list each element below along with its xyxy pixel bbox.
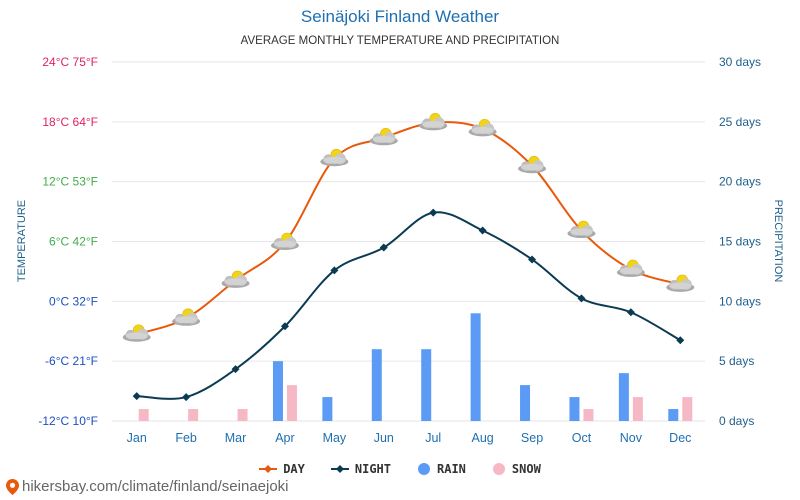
left-tick-label: 12°C 53°F — [42, 175, 98, 189]
rain-bar — [322, 397, 333, 421]
night-point — [676, 336, 685, 345]
watermark-text: hikersbay.com/climate/finland/seinaejoki — [22, 478, 289, 495]
night-point — [577, 294, 586, 303]
left-tick-label: -12°C 10°F — [38, 414, 98, 428]
rain-bar — [470, 313, 481, 421]
legend-snow-symbol — [492, 463, 505, 475]
x-tick-label: Nov — [620, 431, 643, 445]
x-tick-label: Sep — [521, 431, 543, 445]
night-point — [379, 243, 388, 252]
night-point — [330, 266, 339, 275]
legend-item-rain[interactable]: RAIN — [417, 462, 466, 476]
legend-night-symbol — [330, 465, 349, 473]
rain-bar — [272, 361, 283, 421]
partly-cloudy-icon — [567, 220, 596, 239]
x-tick-label: Oct — [572, 431, 592, 445]
snow-bar — [583, 409, 594, 421]
partly-cloudy-icon — [468, 119, 497, 137]
left-tick-label: 24°C 75°F — [42, 55, 98, 69]
partly-cloudy-icon — [616, 259, 645, 277]
rain-bar — [668, 409, 679, 421]
chart-title: Seinäjoki Finland Weather — [300, 7, 500, 26]
legend-item-snow[interactable]: SNOW — [492, 462, 541, 476]
legend-day-symbol — [259, 465, 278, 473]
right-tick-label: 15 days — [719, 235, 761, 249]
night-point — [626, 308, 635, 317]
right-tick-label: 30 days — [719, 55, 761, 69]
legend-night-label: NIGHT — [354, 462, 391, 476]
x-tick-label: Jun — [374, 431, 394, 445]
left-tick-label: 6°C 42°F — [49, 235, 98, 249]
partly-cloudy-icon — [419, 113, 448, 131]
right-axis-title: PRECIPITATION — [772, 200, 784, 283]
chart-subtitle: AVERAGE MONTHLY TEMPERATURE AND PRECIPIT… — [240, 35, 560, 47]
rain-bar — [421, 349, 432, 421]
right-tick-label: 20 days — [719, 175, 761, 189]
x-tick-label: Mar — [225, 431, 247, 445]
legend-rain-label: RAIN — [437, 462, 466, 476]
snow-bar — [632, 397, 643, 421]
x-tick-label: Jan — [127, 431, 147, 445]
rain-bar — [618, 373, 629, 421]
night-point — [132, 392, 141, 401]
night-point — [280, 322, 289, 331]
x-tick-label: Dec — [669, 431, 691, 445]
partly-cloudy-icon — [518, 155, 547, 174]
rain-bar — [569, 397, 580, 421]
partly-cloudy-icon — [172, 308, 201, 326]
snow-bar — [682, 397, 693, 421]
rain-bar — [520, 385, 531, 421]
legend-rain-symbol — [418, 463, 430, 475]
map-pin-icon — [6, 478, 19, 495]
left-tick-label: 0°C 32°F — [49, 294, 98, 308]
x-tick-label: Feb — [175, 431, 197, 445]
left-axis-title: TEMPERATURE — [16, 200, 28, 282]
snow-bar — [188, 409, 199, 421]
left-tick-label: -6°C 21°F — [45, 354, 98, 368]
night-point — [478, 226, 487, 235]
right-tick-label: 25 days — [719, 115, 761, 129]
rain-bar — [371, 349, 382, 421]
night-line — [136, 211, 681, 400]
snow-bar — [286, 385, 297, 421]
left-tick-label: 18°C 64°F — [42, 115, 98, 129]
partly-cloudy-icon — [320, 148, 349, 167]
right-tick-label: 10 days — [719, 294, 761, 308]
legend-day-label: DAY — [283, 462, 305, 476]
night-point — [231, 365, 240, 374]
night-point — [429, 208, 438, 217]
x-tick-label: Aug — [472, 431, 494, 445]
partly-cloudy-icon — [666, 274, 695, 292]
partly-cloudy-icon — [369, 127, 398, 146]
legend-item-day[interactable]: DAY — [259, 462, 305, 476]
watermark[interactable]: hikersbay.com/climate/finland/seinaejoki — [6, 478, 289, 495]
snow-bar — [138, 409, 149, 421]
x-tick-label: Jul — [425, 431, 441, 445]
legend-snow-label: SNOW — [511, 462, 541, 476]
legend-item-night[interactable]: NIGHT — [330, 462, 391, 476]
partly-cloudy-icon — [270, 232, 299, 250]
right-tick-label: 5 days — [719, 354, 754, 368]
x-tick-label: May — [323, 431, 347, 445]
night-point — [182, 393, 191, 402]
snow-bar — [237, 409, 248, 421]
partly-cloudy-icon — [221, 270, 250, 288]
partly-cloudy-icon — [122, 324, 151, 342]
x-tick-label: Apr — [275, 431, 294, 445]
night-point — [528, 255, 537, 264]
right-tick-label: 0 days — [719, 414, 754, 428]
legend: DAY NIGHT RAIN SNOW — [0, 462, 800, 476]
